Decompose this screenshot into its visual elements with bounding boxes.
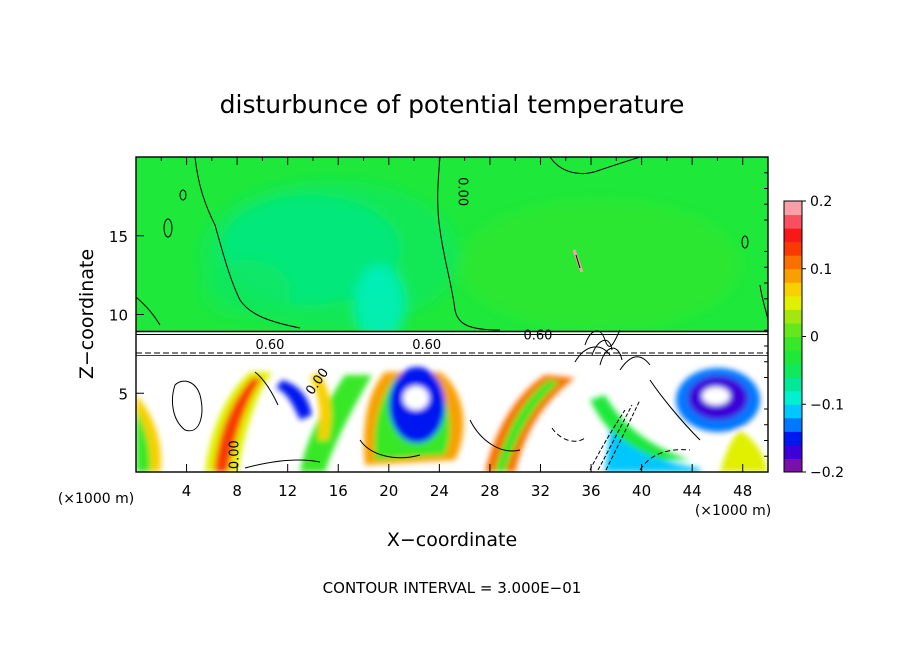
x-axis: 4 8 12 16 20 24 28 32 36 40 44 48 — [160, 157, 752, 500]
colorbar-swatch-10 — [784, 322, 802, 337]
x-tick-label-8: 36 — [581, 482, 600, 500]
colorbar-swatch-12 — [784, 295, 802, 310]
contour-labels: 0.000.600.60 0.600.000.00 — [227, 177, 552, 469]
contour-label-0: 0.00 — [454, 177, 469, 206]
x-tick-label-5: 24 — [430, 482, 449, 500]
tracer-streak — [572, 249, 584, 273]
contour-label-2: 0.60 — [256, 338, 285, 353]
field-area — [136, 157, 768, 472]
colorbar-tick-label-3: −0.1 — [810, 397, 844, 413]
contour-label-4: 0.00 — [227, 440, 242, 469]
contour-lines — [136, 157, 768, 471]
x-axis-label: X−coordinate — [387, 529, 517, 551]
upper-layer-shading — [200, 180, 740, 345]
x-tick-label-1: 8 — [232, 482, 242, 500]
colorbar-swatch-18 — [784, 214, 802, 229]
colorbar-swatch-9 — [784, 336, 802, 351]
colorbar-swatch-4 — [784, 404, 802, 419]
boundary-wave-contours — [574, 329, 651, 371]
x-tick-label-4: 20 — [379, 482, 398, 500]
x-tick-label-11: 48 — [733, 482, 752, 500]
x-tick-label-9: 40 — [632, 482, 651, 500]
y-tick-label-1: 10 — [109, 307, 128, 325]
colorbar-tick-label-2: 0 — [810, 330, 819, 346]
colorbar-swatch-11 — [784, 309, 802, 324]
x-tick-label-0: 4 — [182, 482, 192, 500]
x-tick-label-10: 44 — [683, 482, 702, 500]
colorbar-tick-label-0: 0.2 — [810, 194, 832, 210]
boundary-band — [136, 332, 768, 356]
x-unit-right: (×1000 m) — [695, 503, 771, 519]
x-tick-label-7: 32 — [531, 482, 550, 500]
x-tick-label-6: 28 — [480, 482, 499, 500]
contour-label-1: 0.60 — [523, 329, 552, 344]
colorbar-swatch-2 — [784, 431, 802, 446]
x-tick-label-2: 12 — [278, 482, 297, 500]
colorbar-swatch-6 — [784, 377, 802, 392]
colorbar-swatch-8 — [784, 350, 802, 365]
colorbar-swatch-13 — [784, 282, 802, 297]
y-axis-label: Z−coordinate — [76, 249, 98, 379]
contour-interval-note: CONTOUR INTERVAL = 3.000E−01 — [323, 579, 582, 597]
colorbar-swatch-0 — [784, 458, 802, 473]
chart-title: disturbunce of potential temperature — [220, 90, 685, 119]
colorbar-swatch-16 — [784, 241, 802, 256]
colorbar-swatch-3 — [784, 417, 802, 432]
x-unit-left: (×1000 m) — [58, 491, 134, 507]
colorbar-swatch-17 — [784, 228, 802, 243]
colorbar-swatch-1 — [784, 444, 802, 459]
x-tick-label-3: 16 — [329, 482, 348, 500]
y-tick-label-2: 15 — [109, 228, 128, 246]
colorbar-swatch-15 — [784, 255, 802, 270]
colorbar-swatch-7 — [784, 363, 802, 378]
colorbar-tick-label-4: −0.2 — [810, 465, 844, 481]
contour-label-3: 0.60 — [412, 338, 441, 353]
y-tick-label-0: 5 — [118, 385, 128, 403]
colorbar-swatch-19 — [784, 201, 802, 216]
colorbar-swatch-5 — [784, 390, 802, 405]
lower-layer-cells — [136, 367, 768, 472]
y-axis: 5 10 15 — [109, 172, 768, 457]
colorbar: 0.2 0.1 0 −0.1 −0.2 — [783, 194, 844, 481]
colorbar-swatch-14 — [784, 268, 802, 283]
colorbar-tick-label-1: 0.1 — [810, 262, 832, 278]
